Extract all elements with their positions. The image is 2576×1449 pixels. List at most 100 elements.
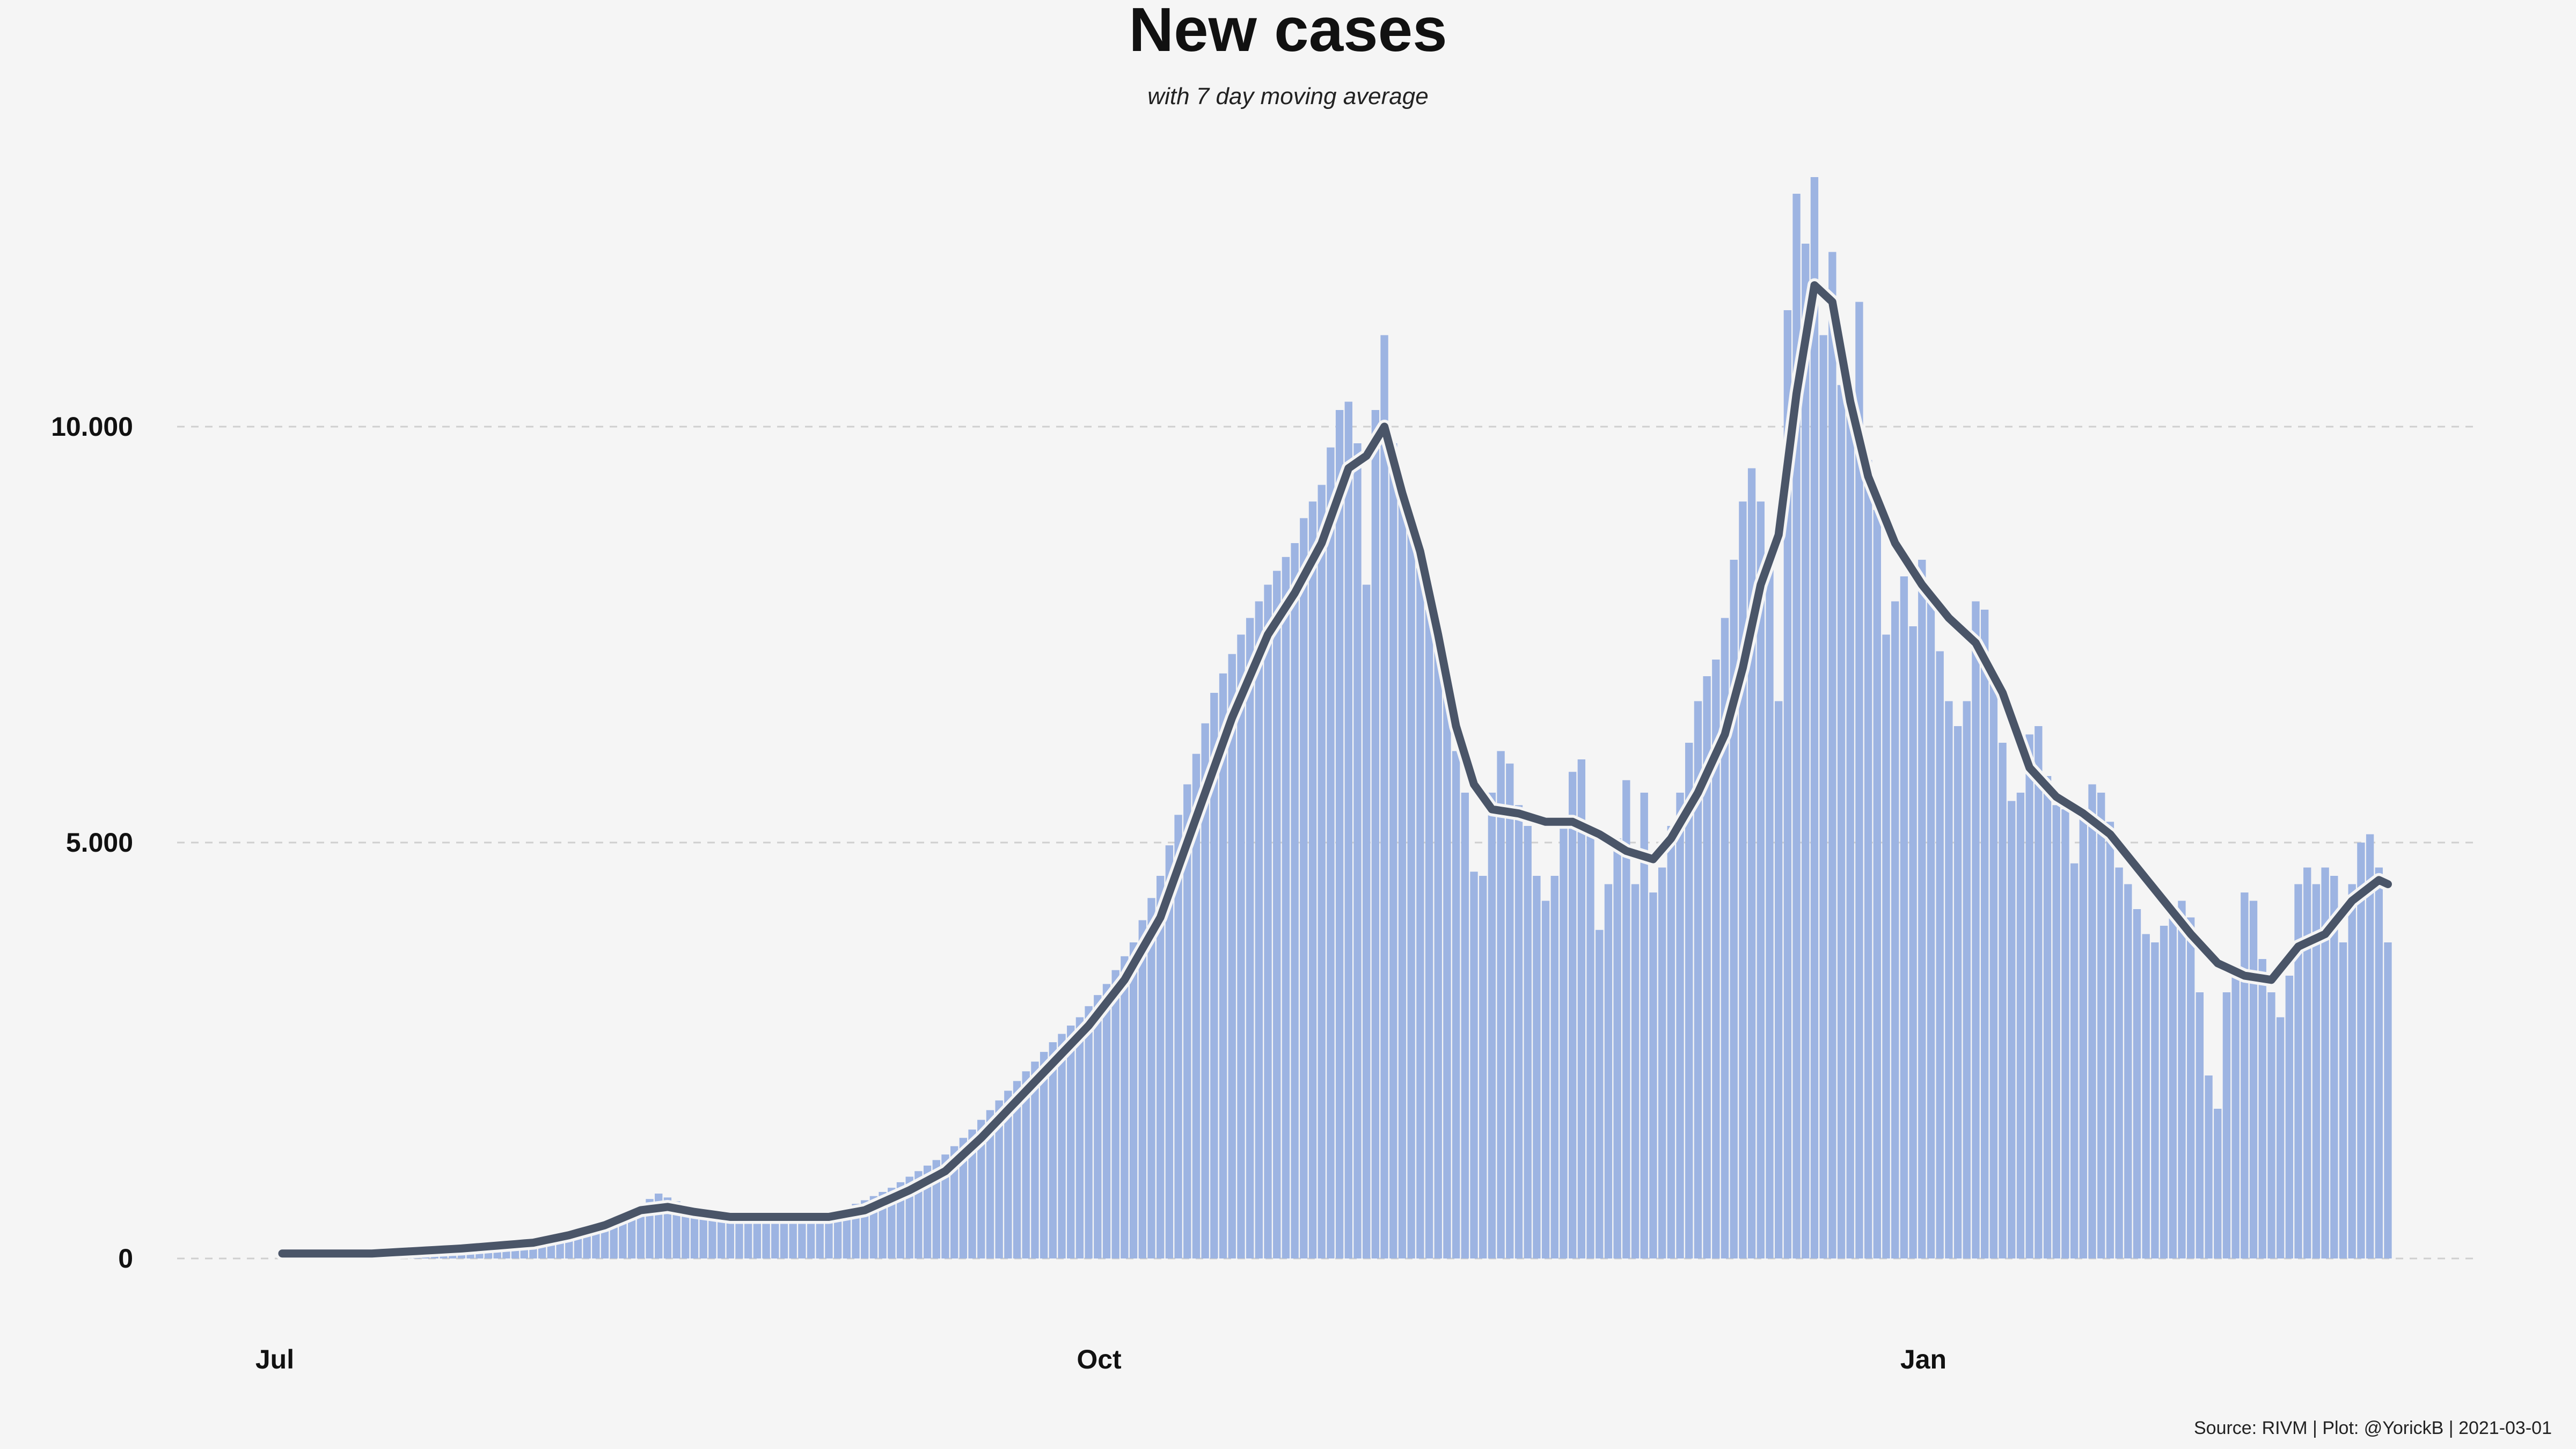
bar (2061, 809, 2069, 1258)
bar (1703, 676, 1711, 1258)
bar (1219, 673, 1227, 1258)
bar (1318, 485, 1326, 1258)
bar (1201, 723, 1209, 1258)
bar (771, 1216, 779, 1258)
bar (2241, 892, 2249, 1258)
bar (2348, 884, 2356, 1258)
bar (1210, 693, 1218, 1258)
bar (2196, 992, 2204, 1258)
bar (753, 1216, 762, 1258)
bar (1900, 576, 1908, 1258)
bar (1721, 618, 1729, 1258)
bar (798, 1216, 806, 1258)
bar (1228, 654, 1236, 1258)
bar (1094, 995, 1102, 1258)
axis-layer: 0 5.000 10.000 Jul Oct Jan (51, 412, 1946, 1374)
bar (2169, 909, 2177, 1258)
bar (1685, 743, 1693, 1258)
y-tick-label: 10.000 (51, 412, 133, 442)
bar (1407, 526, 1415, 1258)
bar (1031, 1062, 1039, 1258)
bar (2097, 793, 2105, 1258)
bar (1963, 701, 1971, 1258)
bar (1147, 898, 1155, 1258)
bar (2258, 959, 2266, 1258)
bar (1524, 826, 1532, 1258)
bar (2384, 942, 2392, 1258)
bar (1541, 901, 1550, 1258)
bar (2312, 884, 2321, 1258)
bar (1819, 335, 1827, 1258)
bar (2016, 793, 2025, 1258)
bar (1049, 1042, 1057, 1258)
bar (1425, 610, 1433, 1258)
bar (1999, 743, 2007, 1258)
bar (1380, 335, 1388, 1258)
bar (2249, 901, 2258, 1258)
bar (1497, 751, 1505, 1258)
bar (2106, 822, 2114, 1258)
bar (1075, 1017, 1084, 1258)
bar (1649, 892, 1657, 1258)
bar (1416, 568, 1424, 1258)
bar (1577, 759, 1586, 1258)
bar (2339, 942, 2347, 1258)
bar (1766, 551, 1774, 1258)
bar (1013, 1081, 1021, 1258)
bar (1371, 410, 1380, 1258)
bar (1282, 557, 1290, 1258)
bar (2160, 926, 2168, 1258)
bar (1264, 584, 1272, 1258)
bar (2375, 867, 2383, 1258)
bar (1138, 920, 1146, 1258)
bar (780, 1216, 788, 1258)
bar (1452, 751, 1460, 1258)
bar (833, 1211, 842, 1258)
bar (1461, 793, 1469, 1258)
bar (1909, 626, 1917, 1258)
bar (2321, 867, 2329, 1258)
bar (950, 1146, 958, 1258)
bar (1514, 805, 1523, 1258)
bar (1022, 1071, 1030, 1258)
bar (1676, 793, 1684, 1258)
bar (1596, 930, 1604, 1258)
bar (1488, 793, 1496, 1258)
bar (1174, 815, 1182, 1258)
bar (1873, 510, 1882, 1258)
bar (2052, 805, 2060, 1258)
bar (968, 1129, 976, 1258)
bar (1604, 884, 1613, 1258)
bar (1102, 984, 1111, 1258)
bar (2231, 976, 2240, 1258)
bar (1273, 570, 1281, 1258)
bar (2115, 867, 2123, 1258)
bar (1810, 177, 1819, 1258)
bar (2151, 942, 2159, 1258)
bar (1658, 867, 1666, 1258)
bar (2303, 867, 2311, 1258)
bar (825, 1213, 833, 1258)
bar (1989, 676, 1998, 1258)
bar (2214, 1109, 2222, 1258)
bar (1945, 701, 1953, 1258)
bar (1757, 501, 1765, 1258)
bar (1121, 956, 1129, 1258)
y-tick-label: 5.000 (66, 828, 133, 858)
bar (744, 1216, 752, 1258)
bar (1434, 647, 1442, 1258)
bar (1479, 876, 1487, 1258)
bar (2088, 784, 2096, 1258)
bar (762, 1216, 770, 1258)
bar (1631, 884, 1640, 1258)
bar (1344, 401, 1352, 1258)
bar (1613, 838, 1621, 1258)
bar (1165, 845, 1174, 1258)
bar (1667, 826, 1675, 1258)
bar (1183, 784, 1191, 1258)
bar (1255, 601, 1263, 1258)
bar (2294, 884, 2302, 1258)
bar (2205, 1075, 2213, 1258)
bar (1640, 793, 1648, 1258)
